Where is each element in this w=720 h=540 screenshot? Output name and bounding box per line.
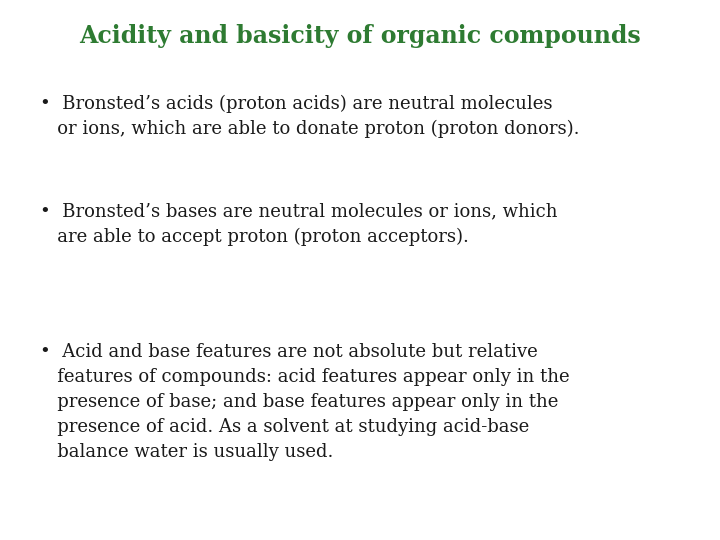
Text: •  Bronsted’s bases are neutral molecules or ions, which
   are able to accept p: • Bronsted’s bases are neutral molecules… (40, 202, 557, 246)
Text: •  Bronsted’s acids (proton acids) are neutral molecules
   or ions, which are a: • Bronsted’s acids (proton acids) are ne… (40, 94, 579, 138)
Text: Acidity and basicity of organic compounds: Acidity and basicity of organic compound… (79, 24, 641, 48)
Text: •  Acid and base features are not absolute but relative
   features of compounds: • Acid and base features are not absolut… (40, 343, 570, 461)
